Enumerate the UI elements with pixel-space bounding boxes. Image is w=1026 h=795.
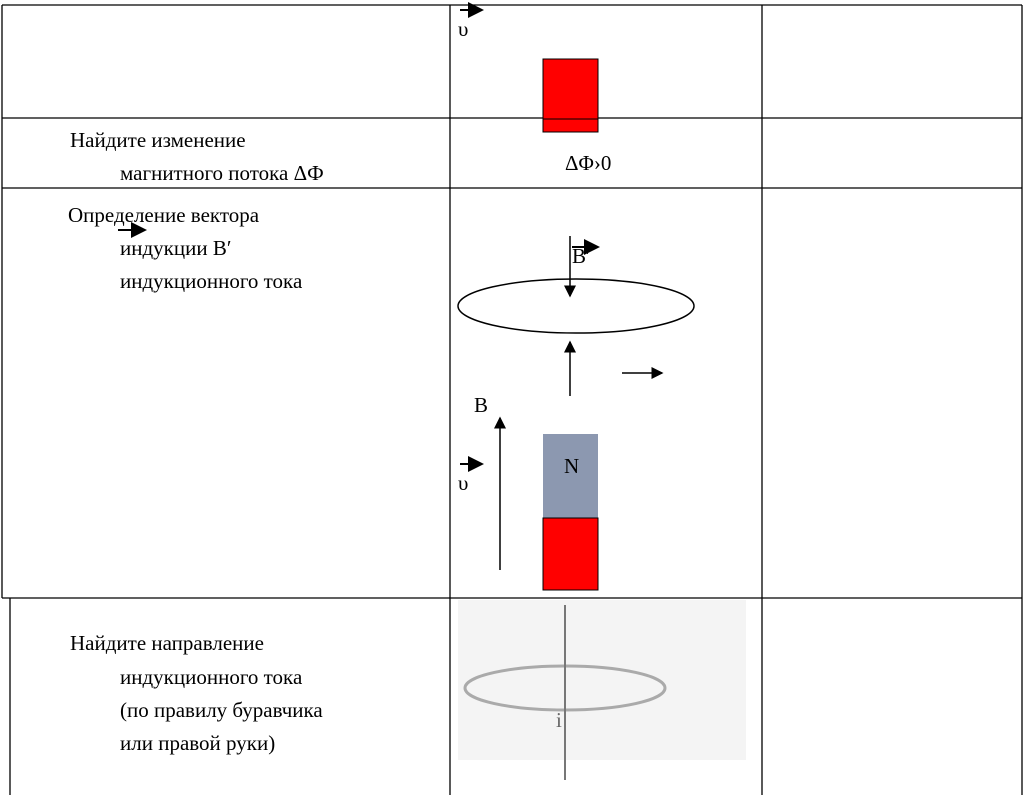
cell-bg: [460, 136, 750, 184]
row-label: магнитного потока ΔФ: [120, 161, 324, 185]
row-label: Определение вектора: [68, 203, 260, 227]
row-label: или правой руки): [120, 731, 275, 755]
flux-change: ΔΦ›0: [565, 151, 611, 175]
magnet: [542, 118, 599, 133]
row-label: (по правилу буравчика: [120, 698, 323, 722]
velocity-label: υ: [458, 471, 468, 495]
image-bg: [458, 600, 746, 760]
table-grid: [1, 4, 1023, 795]
row-label: Найдите изменение: [70, 128, 246, 152]
magnet-north: [543, 434, 598, 518]
velocity-label: υ: [458, 17, 468, 41]
row-label: индукционного тока: [120, 269, 303, 293]
magnet-south: [542, 517, 599, 591]
induced-field-label: B′: [572, 244, 591, 268]
row-label: Найдите направление: [70, 631, 264, 655]
pole-label: N: [564, 454, 579, 478]
row-label: индукционного тока: [120, 665, 303, 689]
row-label: индукции B′: [120, 236, 231, 260]
field-label: B: [474, 393, 488, 417]
loop: [457, 278, 695, 334]
current-label: i: [556, 708, 562, 732]
